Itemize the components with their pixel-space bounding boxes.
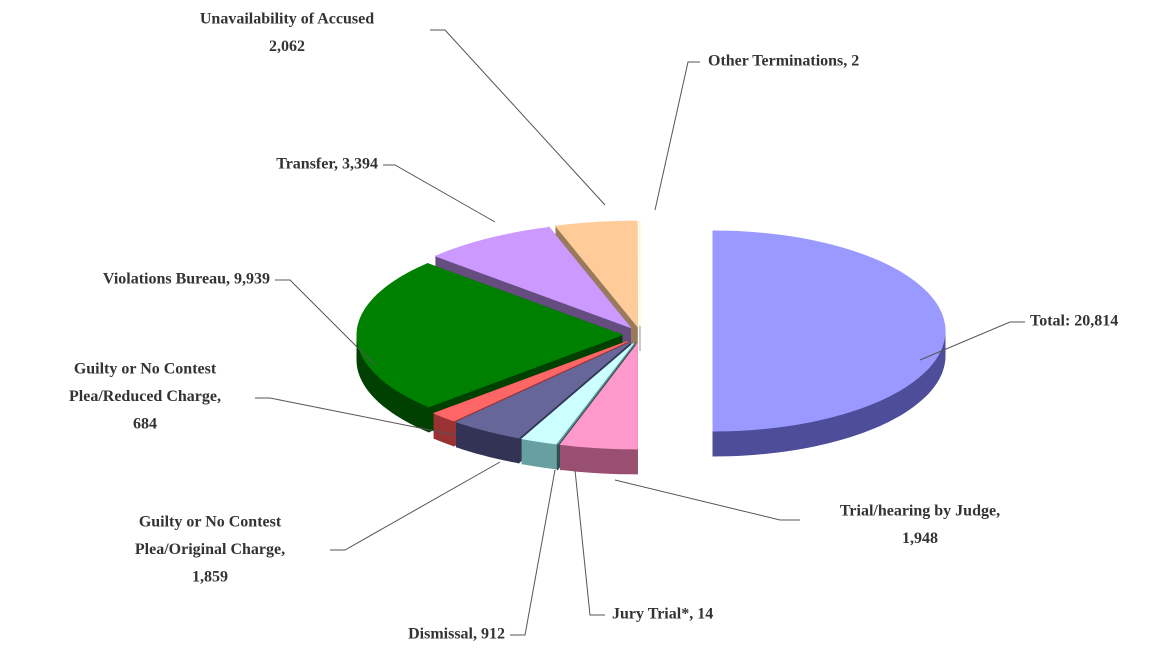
slice xyxy=(559,342,638,450)
slice xyxy=(432,341,628,422)
slice xyxy=(712,230,946,432)
data-label: Jury Trial*, 14 xyxy=(612,606,713,623)
slice xyxy=(556,343,636,445)
data-label: 1,859 xyxy=(192,569,228,586)
data-label: 684 xyxy=(133,416,157,433)
data-label: Transfer, 3,394 xyxy=(276,156,378,173)
data-label: Guilty or No Contest xyxy=(74,361,217,378)
data-label: Total: 20,814 xyxy=(1030,313,1118,330)
leader-line xyxy=(654,61,700,211)
data-label: 1,948 xyxy=(902,530,938,547)
data-label: Dismissal, 912 xyxy=(408,626,505,643)
data-label: Unavailability of Accused xyxy=(200,11,374,28)
leader-line xyxy=(330,461,501,551)
data-label: 2,062 xyxy=(269,38,305,55)
data-label: Guilty or No Contest xyxy=(139,514,282,531)
leader-line xyxy=(383,164,496,223)
slice-wall xyxy=(556,443,559,470)
leader-line xyxy=(919,321,1025,361)
leader-line xyxy=(255,397,456,436)
data-label: Other Terminations, 2 xyxy=(708,53,859,70)
data-label: Trial/hearing by Judge, xyxy=(840,503,1000,520)
data-label: Plea/Reduced Charge, xyxy=(69,388,221,405)
data-label: Plea/Original Charge, xyxy=(135,541,285,558)
leader-line xyxy=(614,479,800,521)
slice xyxy=(434,226,632,329)
leader-line xyxy=(430,29,606,206)
slice xyxy=(555,220,638,328)
slice xyxy=(455,342,631,439)
leader-line xyxy=(510,469,556,636)
slice xyxy=(356,263,624,408)
data-label: Violations Bureau, 9,939 xyxy=(103,271,270,288)
slice xyxy=(521,343,634,445)
leader-line xyxy=(574,469,605,616)
leader-line xyxy=(275,279,376,366)
